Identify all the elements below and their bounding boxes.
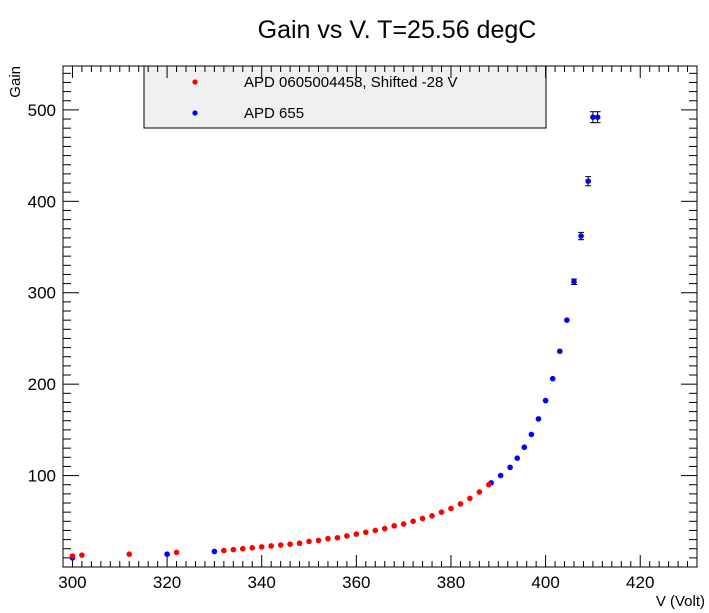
data-point (353, 531, 360, 537)
x-tick-label: 320 (153, 573, 181, 592)
data-point (230, 546, 237, 553)
x-tick-label: 380 (437, 573, 465, 592)
data-point (590, 114, 596, 120)
data-point (457, 501, 464, 507)
y-tick-label: 500 (28, 101, 56, 120)
data-marks (69, 111, 601, 561)
data-point (486, 481, 492, 488)
legend-label-apd-0605004458: APD 0605004458, Shifted -28 V (244, 74, 458, 91)
data-point (126, 551, 133, 558)
data-point (556, 348, 563, 355)
data-point (381, 525, 388, 532)
data-point (268, 543, 274, 549)
data-point (325, 535, 331, 542)
y-tick-label: 200 (28, 375, 56, 394)
data-point (571, 278, 577, 285)
data-point (363, 529, 369, 536)
data-point (594, 114, 601, 120)
data-point (429, 513, 435, 519)
x-tick-label: 420 (626, 573, 654, 592)
data-point (467, 495, 473, 502)
data-point (564, 317, 570, 323)
x-tick-label: 400 (531, 573, 559, 592)
data-point (164, 551, 170, 558)
data-point (306, 538, 312, 545)
data-point (258, 544, 265, 550)
data-point (521, 444, 528, 451)
data-point (542, 397, 549, 404)
data-point (448, 505, 454, 512)
x-axis-title: V (Volt) (656, 593, 705, 610)
data-point (419, 515, 426, 522)
data-point (315, 537, 322, 544)
data-point (344, 533, 350, 539)
legend-marker-apd-0605004458 (192, 79, 198, 85)
chart-title: Gain vs V. T=25.56 degC (258, 16, 537, 44)
data-point (211, 548, 218, 555)
legend: APD 0605004458, Shifted -28 V APD 655 (143, 65, 547, 129)
x-tick-label: 360 (342, 573, 370, 592)
y-tick-label: 100 (28, 467, 56, 486)
legend-marker-apd-655 (192, 110, 198, 116)
y-tick-label: 400 (28, 192, 56, 211)
data-point (476, 489, 483, 495)
data-point (221, 547, 227, 554)
data-point (535, 416, 542, 422)
data-point (334, 534, 341, 541)
data-point (391, 523, 397, 529)
data-point (497, 472, 504, 479)
data-point (400, 521, 407, 527)
data-point (79, 552, 85, 558)
data-point (549, 375, 556, 382)
y-axis-title: Gain (7, 66, 24, 98)
data-point (514, 455, 521, 462)
legend-label-apd-655: APD 655 (244, 105, 304, 122)
data-point (249, 545, 256, 551)
data-point (578, 233, 584, 239)
data-point (528, 431, 535, 438)
data-point (372, 527, 379, 534)
data-point (585, 178, 591, 184)
data-point (239, 545, 246, 552)
x-tick-label: 340 (248, 573, 276, 592)
data-point (69, 553, 76, 559)
data-point (507, 464, 513, 471)
data-point (287, 541, 293, 547)
data-point (173, 549, 180, 556)
legend-box (143, 65, 547, 129)
data-point (438, 509, 445, 515)
axes: 300 320 340 360 380 400 420 100 200 300 400 500 (28, 65, 698, 592)
y-tick-label: 300 (28, 284, 56, 303)
x-tick-label: 300 (58, 573, 86, 592)
data-point (277, 542, 284, 548)
plot-frame (62, 65, 698, 568)
data-point (410, 518, 416, 525)
data-point (296, 540, 303, 547)
